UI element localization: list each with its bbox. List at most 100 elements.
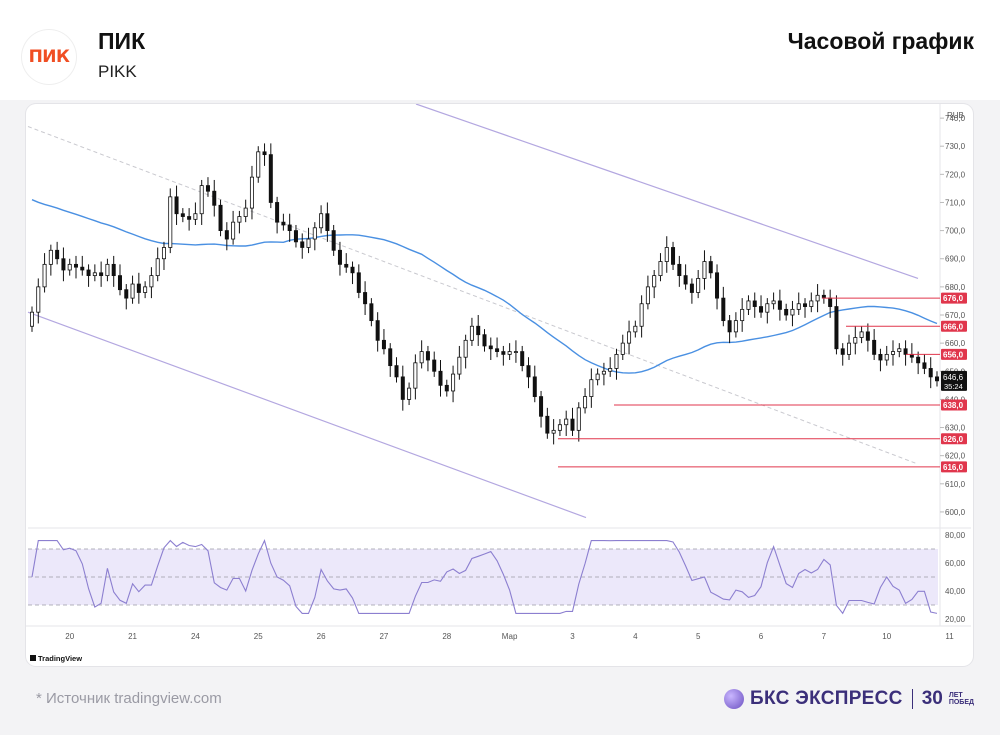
candle — [161, 247, 166, 260]
level-badge — [941, 348, 967, 360]
y-tick-label: 600,0 — [945, 508, 966, 517]
candle — [872, 339, 877, 355]
candle — [658, 261, 663, 277]
candle — [482, 334, 487, 347]
x-tick-label: 4 — [633, 632, 638, 641]
logo-text: ПИК — [28, 47, 70, 67]
candle — [746, 300, 751, 310]
candles — [30, 143, 940, 445]
tradingview-icon — [30, 655, 36, 661]
candle — [564, 418, 569, 426]
candle — [187, 216, 192, 220]
x-tick-label: 25 — [254, 632, 263, 641]
level-label: 626,0 — [943, 435, 964, 444]
countdown-label: 35:24 — [944, 382, 963, 391]
moving-average-line — [31, 199, 938, 374]
candle — [155, 258, 160, 277]
y-tick-label: 670,0 — [945, 311, 966, 320]
brand-logo: БКС ЭКСПРЕСС 30 ЛЕТ ПОБЕД — [724, 686, 974, 712]
rsi-tick-label: 40,00 — [945, 587, 966, 596]
level-label: 666,0 — [943, 322, 964, 331]
candle — [407, 387, 412, 400]
candle — [840, 348, 845, 355]
candle — [501, 351, 506, 355]
brand-30: 30 — [921, 688, 943, 709]
candle — [614, 353, 619, 369]
candle — [765, 303, 770, 313]
candle — [381, 339, 386, 350]
candle — [312, 227, 317, 240]
candle — [438, 370, 443, 386]
candle — [771, 300, 776, 305]
candle — [350, 266, 355, 274]
candle — [671, 247, 676, 265]
candle — [589, 379, 594, 397]
y-tick-label: 740,0 — [945, 114, 966, 123]
candle — [212, 190, 217, 206]
candle — [652, 275, 657, 288]
candle — [111, 263, 116, 277]
candle — [67, 263, 72, 271]
x-tick-label: 3 — [570, 632, 575, 641]
x-tick-label: Мар — [502, 632, 518, 641]
candle — [105, 263, 110, 277]
candle — [143, 286, 148, 293]
candle — [300, 241, 305, 248]
candle — [608, 368, 613, 372]
candle — [256, 151, 261, 178]
candle — [130, 283, 135, 299]
candle — [344, 263, 349, 268]
level-badge — [941, 433, 967, 445]
y-tick-label: 700,0 — [945, 227, 966, 236]
candle — [73, 263, 78, 268]
level-badge — [941, 320, 967, 332]
candle — [363, 292, 368, 305]
chart-panel: 600,0610,0620,0630,0640,0650,0660,0670,0… — [26, 104, 973, 666]
candle — [287, 224, 292, 232]
price-chart[interactable]: 600,0610,0620,0630,0640,0650,0660,0670,0… — [26, 104, 973, 666]
candle — [331, 230, 336, 251]
candle — [645, 286, 650, 305]
candle — [513, 351, 518, 353]
candle — [847, 342, 852, 355]
candle — [639, 303, 644, 327]
y-tick-label: 610,0 — [945, 480, 966, 489]
candle — [633, 325, 638, 333]
candle — [419, 351, 424, 364]
candle — [369, 303, 374, 322]
candle — [809, 300, 814, 307]
candle — [55, 249, 60, 260]
candle — [451, 373, 456, 392]
candle — [469, 325, 474, 341]
candle — [457, 356, 462, 375]
x-tick-label: 26 — [317, 632, 326, 641]
candle — [677, 263, 682, 277]
level-label: 638,0 — [943, 401, 964, 410]
candle — [928, 368, 933, 378]
candle — [237, 216, 242, 223]
brand-name: БКС ЭКСПРЕСС — [750, 688, 903, 709]
y-tick-label: 710,0 — [945, 198, 966, 207]
candle — [683, 275, 688, 285]
candle — [293, 230, 298, 243]
candle — [689, 283, 694, 293]
x-tick-label: 11 — [945, 632, 954, 641]
candle — [727, 320, 732, 333]
level-badge — [941, 292, 967, 304]
candle — [627, 331, 632, 344]
candle — [325, 213, 330, 232]
level-label: 616,0 — [943, 463, 964, 472]
candle — [168, 196, 173, 248]
candle — [891, 351, 896, 355]
company-logo: ПИК — [22, 30, 76, 84]
source-note: * Источник tradingview.com — [36, 690, 222, 707]
candle — [828, 297, 833, 307]
candle — [180, 213, 185, 217]
x-tick-label: 21 — [128, 632, 137, 641]
y-tick-label: 730,0 — [945, 142, 966, 151]
candle — [752, 300, 757, 307]
candle — [99, 272, 104, 277]
candle — [281, 221, 286, 226]
candle — [249, 176, 254, 209]
